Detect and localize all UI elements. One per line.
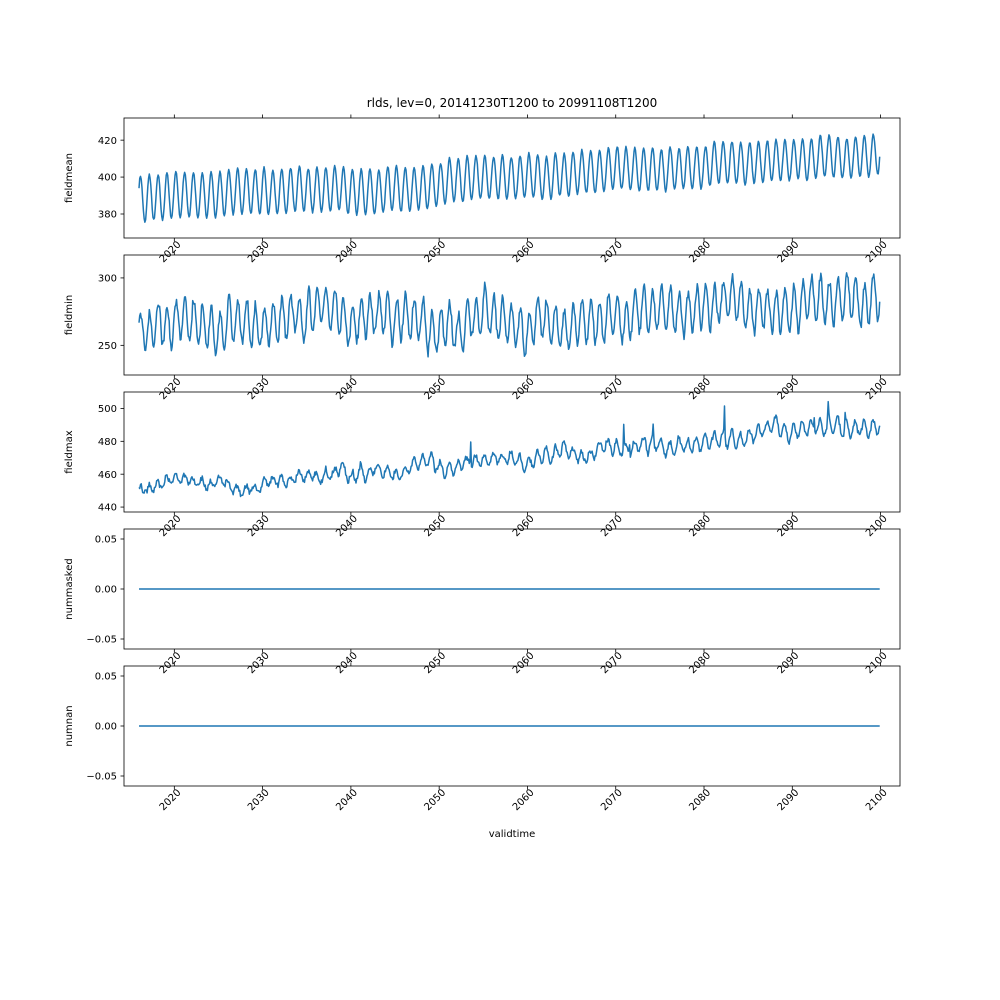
xtick-label-nummasked-3: 2050 xyxy=(423,650,449,676)
subplot-numnan: 2020 2030 2040 2050 2060 2070 2080 2090 2100 −0.0… xyxy=(64,662,901,813)
xtick-label-nummasked-5: 2070 xyxy=(599,650,625,676)
subplot-nummasked: 2020 2030 2040 2050 2060 2070 2080 2090 2100 −0.0… xyxy=(64,525,901,676)
ytick-label-fieldmin-1: 300 xyxy=(98,274,117,285)
xtick-label-numnan-1: 2030 xyxy=(246,787,272,813)
ytick-label-nummasked-1: 0.00 xyxy=(95,585,117,596)
xtick-label-fieldmin-7: 2090 xyxy=(776,376,802,402)
xtick-label-fieldmean-4: 2060 xyxy=(511,239,537,265)
xtick-label-fieldmin-3: 2050 xyxy=(423,376,449,402)
xtick-label-fieldmin-6: 2080 xyxy=(687,376,713,402)
xtick-label-fieldmin-0: 2020 xyxy=(158,376,184,402)
xtick-label-fieldmax-2: 2040 xyxy=(334,513,360,539)
ylabel-fieldmax: fieldmax xyxy=(64,430,75,473)
axes-frame-fieldmean xyxy=(123,117,901,239)
subplot-fieldmean: 2020 2030 2040 2050 2060 2070 2080 2090 2100 380 4… xyxy=(64,114,901,265)
ytick-label-nummasked-2: 0.05 xyxy=(95,535,117,546)
xtick-label-fieldmean-0: 2020 xyxy=(158,239,184,265)
ytick-label-numnan-1: 0.00 xyxy=(95,722,117,733)
ytick-label-fieldmean-0: 380 xyxy=(98,210,117,221)
xtick-label-fieldmean-1: 2030 xyxy=(246,239,272,265)
ytick-label-fieldmean-1: 400 xyxy=(98,173,117,184)
ytick-label-fieldmin-0: 250 xyxy=(98,341,117,352)
xtick-label-numnan-4: 2060 xyxy=(511,787,537,813)
xtick-label-fieldmin-1: 2030 xyxy=(246,376,272,402)
xtick-label-fieldmean-7: 2090 xyxy=(776,239,802,265)
xtick-label-fieldmax-6: 2080 xyxy=(687,513,713,539)
xtick-label-fieldmax-3: 2050 xyxy=(423,513,449,539)
xtick-label-fieldmean-3: 2050 xyxy=(423,239,449,265)
xtick-label-nummasked-2: 2040 xyxy=(334,650,360,676)
xtick-label-numnan-0: 2020 xyxy=(158,787,184,813)
xtick-label-fieldmax-7: 2090 xyxy=(776,513,802,539)
xtick-label-fieldmax-8: 2100 xyxy=(864,513,890,539)
xtick-label-fieldmax-1: 2030 xyxy=(246,513,272,539)
ylabel-numnan: numnan xyxy=(64,705,75,746)
ytick-label-fieldmean-2: 420 xyxy=(98,136,117,147)
xtick-label-nummasked-8: 2100 xyxy=(864,650,890,676)
dataline-fieldmean xyxy=(138,133,881,223)
xtick-label-numnan-5: 2070 xyxy=(599,787,625,813)
xtick-label-numnan-8: 2100 xyxy=(864,787,890,813)
ytick-label-nummasked-0: −0.05 xyxy=(86,635,117,646)
xtick-label-numnan-7: 2090 xyxy=(776,787,802,813)
ylabel-nummasked: nummasked xyxy=(64,558,75,619)
xtick-label-fieldmax-0: 2020 xyxy=(158,513,184,539)
xlabel-validtime: validtime xyxy=(489,829,536,840)
ytick-label-fieldmax-1: 460 xyxy=(98,470,117,481)
figure-title: rlds, lev=0, 20141230T1200 to 20991108T1… xyxy=(367,96,657,110)
ylabel-fieldmin: fieldmin xyxy=(64,295,75,335)
xtick-label-fieldmin-8: 2100 xyxy=(864,376,890,402)
subplot-fieldmax: 2020 2030 2040 2050 2060 2070 2080 2090 2100 440 4… xyxy=(64,388,901,539)
xtick-label-numnan-6: 2080 xyxy=(687,787,713,813)
xtick-label-fieldmean-5: 2070 xyxy=(599,239,625,265)
ytick-label-fieldmax-3: 500 xyxy=(98,404,117,415)
xtick-label-nummasked-1: 2030 xyxy=(246,650,272,676)
xtick-label-fieldmax-5: 2070 xyxy=(599,513,625,539)
xtick-label-fieldmin-4: 2060 xyxy=(511,376,537,402)
xtick-label-nummasked-7: 2090 xyxy=(776,650,802,676)
xtick-label-numnan-3: 2050 xyxy=(423,787,449,813)
ytick-label-fieldmax-0: 440 xyxy=(98,503,117,514)
xtick-label-fieldmean-6: 2080 xyxy=(687,239,713,265)
dataline-fieldmin xyxy=(138,272,881,358)
xtick-label-fieldmean-8: 2100 xyxy=(864,239,890,265)
xtick-label-fieldmin-5: 2070 xyxy=(599,376,625,402)
dataline-fieldmax xyxy=(138,400,881,498)
ytick-label-numnan-2: 0.05 xyxy=(95,672,117,683)
xtick-label-nummasked-0: 2020 xyxy=(158,650,184,676)
subplot-fieldmin: 2020 2030 2040 2050 2060 2070 2080 2090 2100 250 3… xyxy=(64,251,901,402)
axes-frame-fieldmax xyxy=(123,391,901,513)
xtick-label-nummasked-4: 2060 xyxy=(511,650,537,676)
xtick-label-numnan-2: 2040 xyxy=(334,787,360,813)
xtick-label-fieldmin-2: 2040 xyxy=(334,376,360,402)
xtick-label-nummasked-6: 2080 xyxy=(687,650,713,676)
ytick-label-numnan-0: −0.05 xyxy=(86,772,117,783)
ytick-label-fieldmax-2: 480 xyxy=(98,437,117,448)
ylabel-fieldmean: fieldmean xyxy=(64,153,75,203)
xtick-label-fieldmean-2: 2040 xyxy=(334,239,360,265)
xtick-label-fieldmax-4: 2060 xyxy=(511,513,537,539)
axes-frame-fieldmin xyxy=(123,254,901,376)
